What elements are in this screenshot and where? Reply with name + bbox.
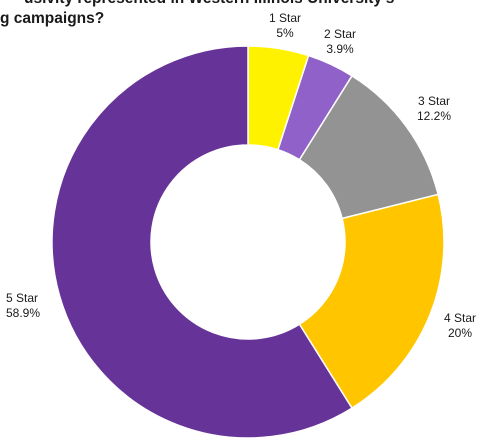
slice-value-3-star: 12.2% bbox=[417, 109, 451, 123]
slice-value-1-star: 5% bbox=[276, 26, 294, 40]
slice-value-2-star: 3.9% bbox=[326, 42, 354, 56]
slice-label-2-star: 2 Star bbox=[324, 27, 356, 41]
slice-label-4-star: 4 Star bbox=[444, 311, 476, 325]
slice-label-3-star: 3 Star bbox=[418, 94, 450, 108]
slice-value-5-star: 58.9% bbox=[6, 306, 40, 320]
slice-value-4-star: 20% bbox=[448, 326, 472, 340]
slice-label-1-star: 1 Star bbox=[269, 11, 301, 25]
slice-label-5-star: 5 Star bbox=[6, 291, 38, 305]
